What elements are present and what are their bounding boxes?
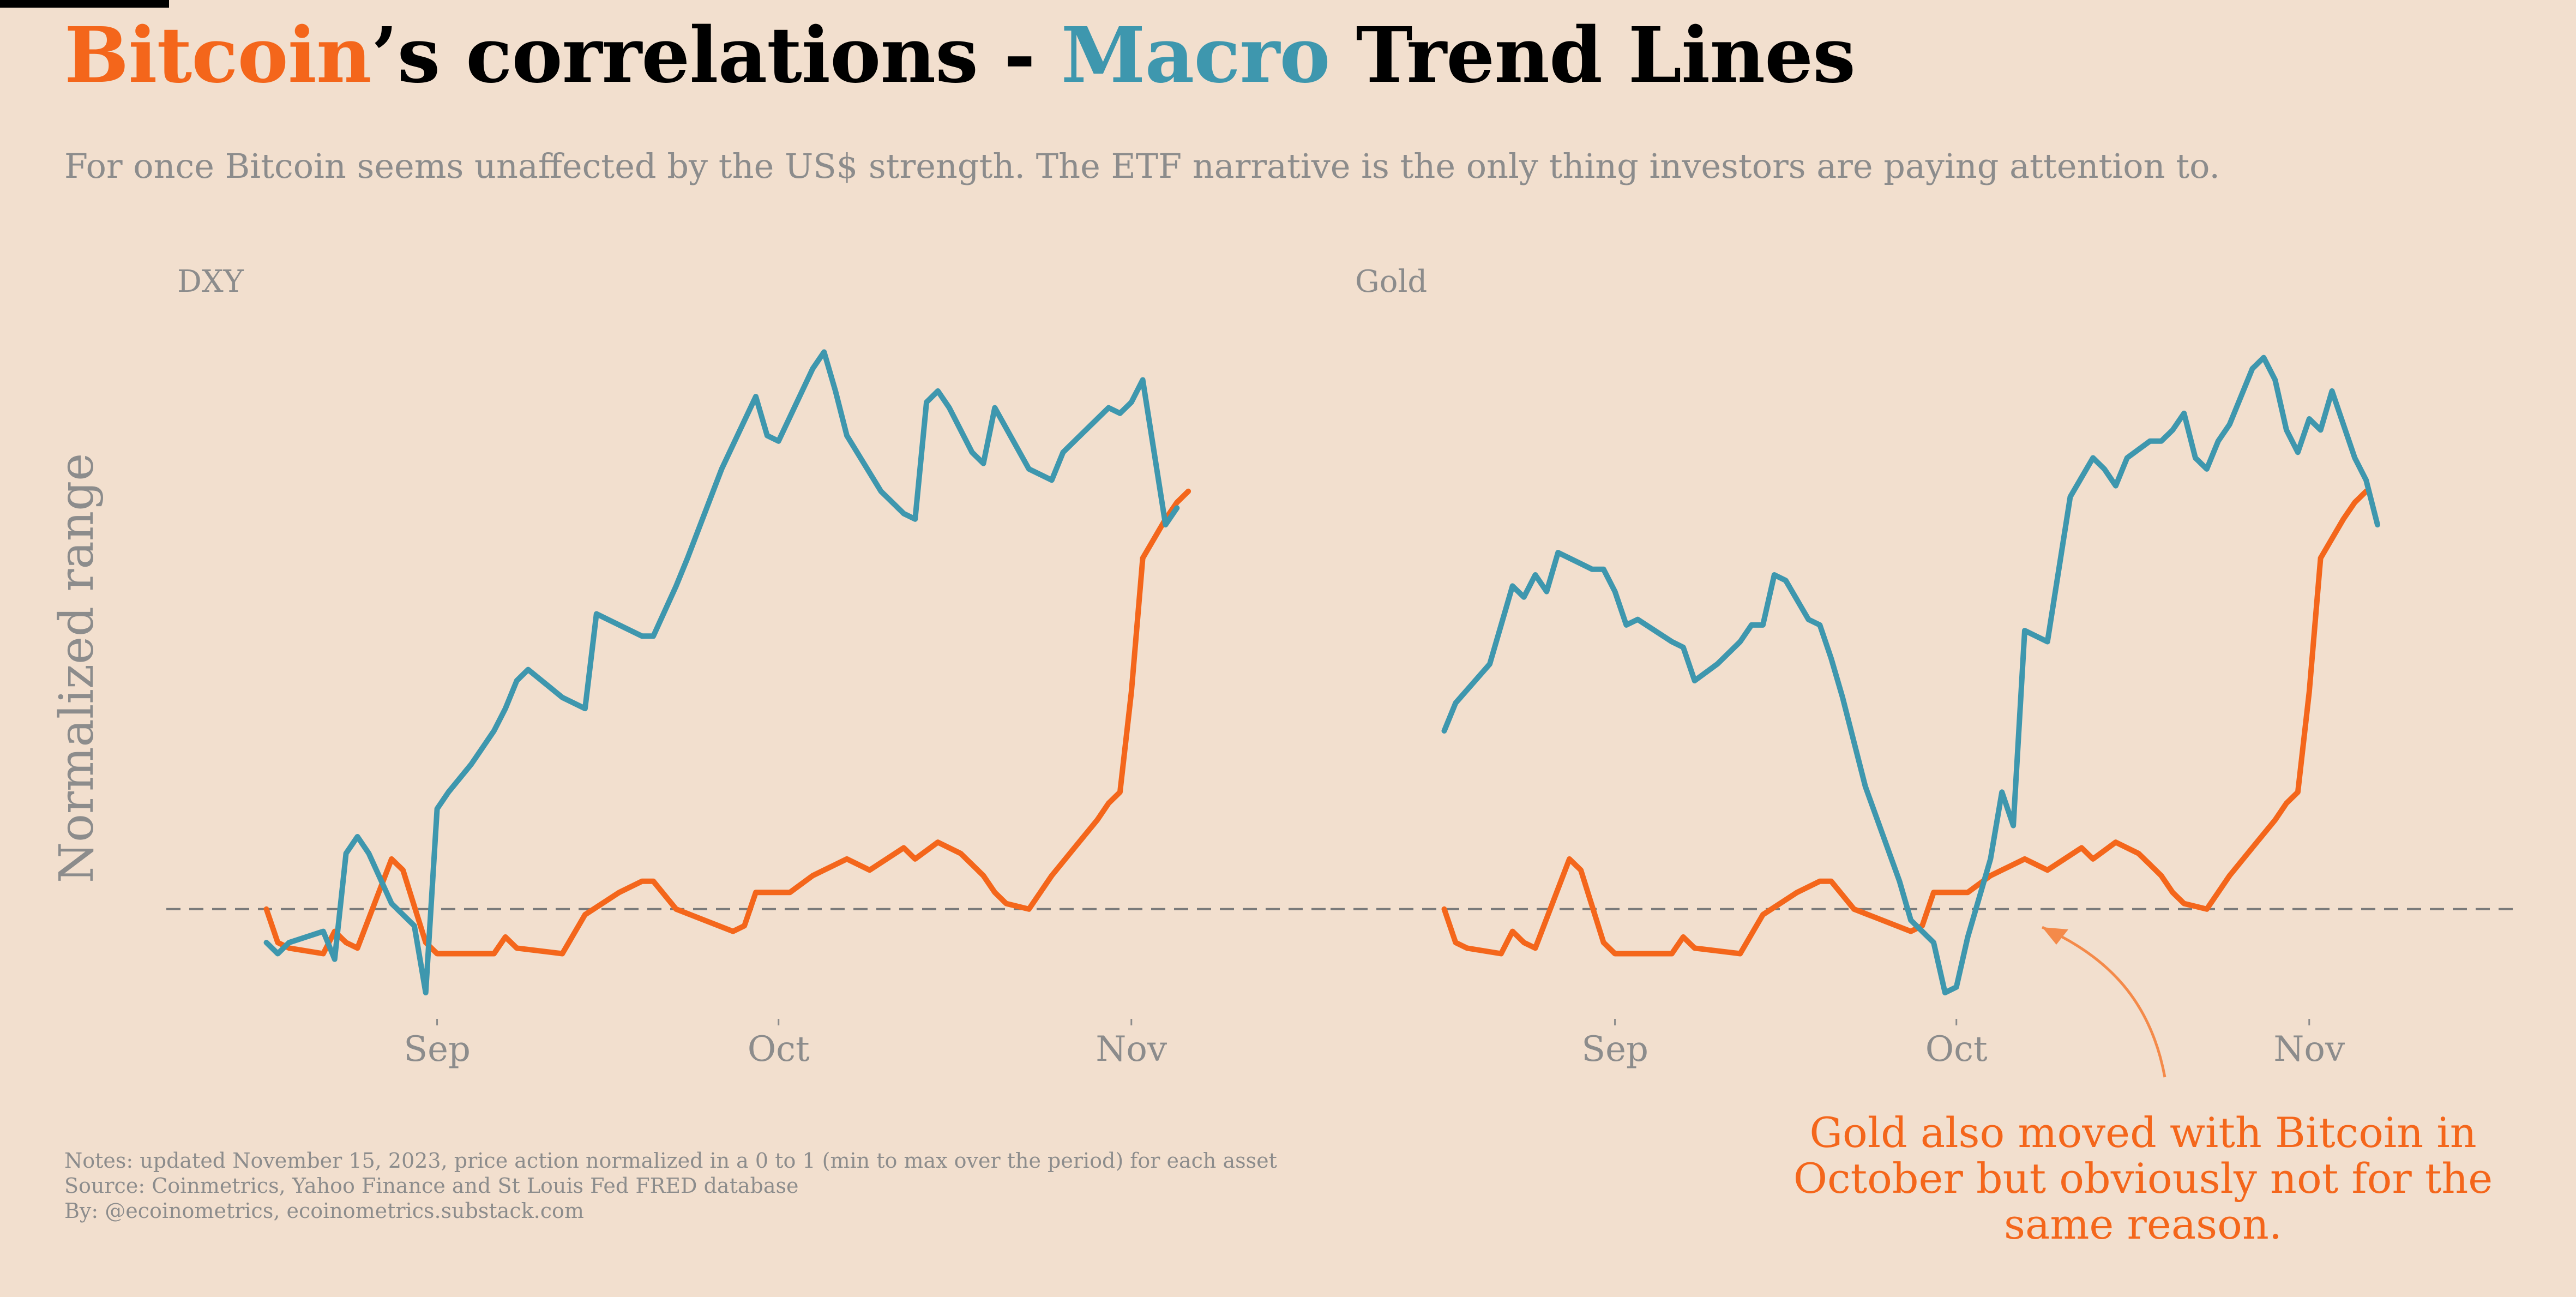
y-axis-label: Normalized range — [50, 453, 104, 883]
title-correlations: ’s correlations - — [371, 11, 1061, 100]
panel-title-dxy: DXY — [177, 264, 244, 299]
x-tick-label: Sep — [404, 1029, 471, 1070]
notes-line: Notes: updated November 15, 2023, price … — [64, 1149, 1277, 1173]
byline: By: @ecoinometrics, ecoinometrics.substa… — [64, 1199, 584, 1223]
x-tick-label: Nov — [2273, 1029, 2345, 1070]
top-accent-bar — [0, 0, 169, 8]
series-line-bitcoin — [1441, 488, 2369, 957]
series-line-dxy — [263, 349, 1180, 995]
source-line: Source: Coinmetrics, Yahoo Finance and S… — [64, 1174, 799, 1198]
x-tick-label: Sep — [1581, 1029, 1648, 1070]
notes-block: Notes: updated November 15, 2023, price … — [64, 1148, 1277, 1223]
gold-annotation: Gold also moved with Bitcoin in October … — [1793, 1108, 2493, 1248]
x-tick-label: Nov — [1096, 1029, 1167, 1070]
series-line-bitcoin — [263, 488, 1191, 957]
annotation-arrow — [2041, 926, 2166, 1078]
annotation-arrowhead — [2042, 927, 2068, 945]
chart-title: Bitcoin’s correlations - Macro Trend Lin… — [64, 11, 1856, 100]
x-tick-label: Oct — [748, 1029, 810, 1070]
panel-title-gold: Gold — [1355, 264, 1427, 299]
x-tick-label: Oct — [1925, 1029, 1988, 1070]
series-line-gold — [1441, 355, 2380, 995]
title-macro: Macro — [1061, 11, 1331, 100]
chart-subtitle: For once Bitcoin seems unaffected by the… — [64, 146, 2220, 186]
title-trend-lines: Trend Lines — [1329, 11, 1856, 100]
title-bitcoin: Bitcoin — [64, 11, 372, 100]
